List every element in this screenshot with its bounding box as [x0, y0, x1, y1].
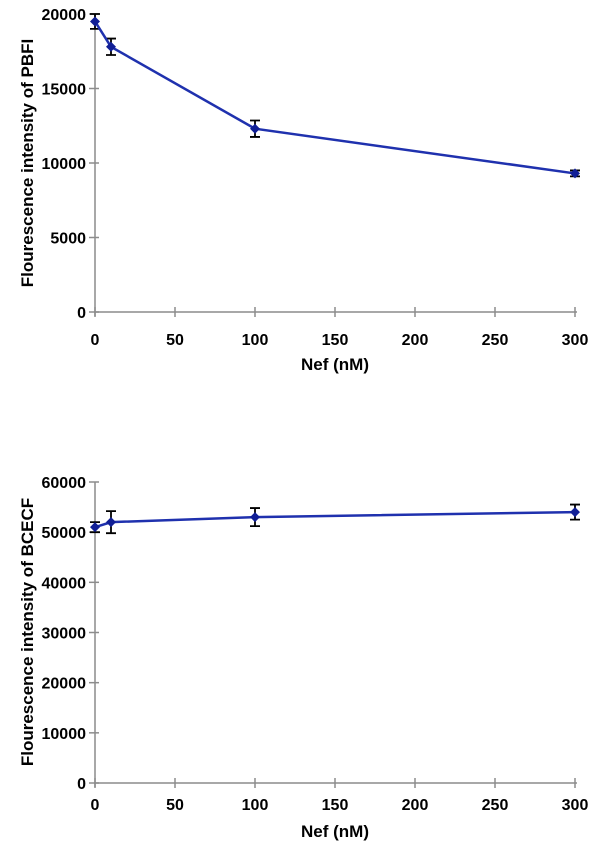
x-tick-label: 0	[91, 797, 100, 814]
tick-labels: 0 50 100 150 200 250 300 0 5000 10000 15000 20000	[42, 7, 589, 349]
x-tick-label: 150	[322, 797, 349, 814]
y-tick-label: 15000	[42, 82, 87, 99]
y-axis-title-pbfi: Flourescence intensity of PBFI	[18, 38, 37, 288]
axes	[89, 13, 577, 317]
x-tick-label: 250	[482, 332, 509, 349]
y-tick-label: 10000	[42, 726, 87, 743]
data-point-marker	[106, 41, 116, 52]
y-tick-label: 10000	[42, 156, 87, 173]
data-point-marker	[90, 522, 100, 533]
data-point-marker	[106, 517, 116, 528]
x-tick-label: 300	[562, 797, 589, 814]
x-tick-label: 50	[166, 332, 184, 349]
x-axis-title-bcecf: Nef (nM)	[301, 822, 369, 841]
x-tick-label: 100	[242, 797, 269, 814]
data-markers	[90, 16, 580, 179]
x-tick-label: 0	[91, 332, 100, 349]
chart-pbfi-plot-area: 0 50 100 150 200 250 300 0 5000 10000 15000 20000	[42, 7, 589, 349]
x-tick-label: 100	[242, 332, 269, 349]
data-point-marker	[250, 512, 260, 523]
data-markers	[90, 507, 580, 533]
error-bars	[90, 503, 580, 535]
y-tick-label: 60000	[42, 475, 87, 492]
y-tick-label: 40000	[42, 575, 87, 592]
axis-lines	[94, 14, 577, 316]
y-tick-label: 20000	[42, 7, 87, 24]
x-tick-label: 250	[482, 797, 509, 814]
y-tick-label: 5000	[50, 231, 86, 248]
tick-labels: 0 50 100 150 200 250 300 0 10000 20000 30000 40000 5…	[42, 475, 589, 814]
data-line	[94, 510, 576, 529]
x-tick-label: 200	[402, 332, 429, 349]
axis-lines	[94, 482, 577, 787]
data-line	[93, 20, 576, 175]
x-tick-label: 300	[562, 332, 589, 349]
y-tick-label: 20000	[42, 676, 87, 693]
data-point-marker	[570, 168, 580, 179]
y-tick-label: 30000	[42, 626, 87, 643]
chart-bcecf: 0 50 100 150 200 250 300 0 10000 20000 30000 40000 5…	[0, 430, 600, 851]
x-tick-label: 200	[402, 797, 429, 814]
data-point-marker	[250, 123, 260, 134]
data-point-marker	[90, 16, 100, 27]
y-tick-label: 50000	[42, 525, 87, 542]
x-axis-title-pbfi: Nef (nM)	[301, 355, 369, 374]
error-bars	[90, 13, 580, 178]
data-point-marker	[570, 507, 580, 518]
axes	[89, 481, 577, 788]
x-tick-label: 50	[166, 797, 184, 814]
chart-bcecf-plot-area: 0 50 100 150 200 250 300 0 10000 20000 30000 40000 5…	[42, 475, 589, 814]
y-tick-label: 0	[77, 776, 86, 793]
chart-pbfi: 0 50 100 150 200 250 300 0 5000 10000 15000 20000 F…	[0, 0, 600, 400]
y-tick-label: 0	[77, 305, 86, 322]
y-axis-title-bcecf: Flourescence intensity of BCECF	[18, 497, 37, 767]
x-tick-label: 150	[322, 332, 349, 349]
